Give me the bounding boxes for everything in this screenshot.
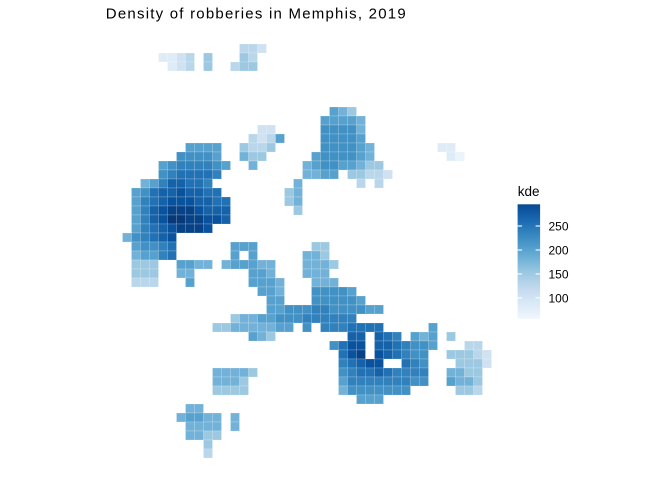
svg-text:200: 200 [549, 244, 569, 258]
svg-text:kde: kde [518, 184, 540, 199]
svg-text:Density of robberies in Memphi: Density of robberies in Memphis, 2019 [106, 5, 407, 22]
svg-text:150: 150 [549, 268, 569, 282]
svg-text:100: 100 [549, 291, 569, 305]
svg-text:250: 250 [549, 220, 569, 234]
